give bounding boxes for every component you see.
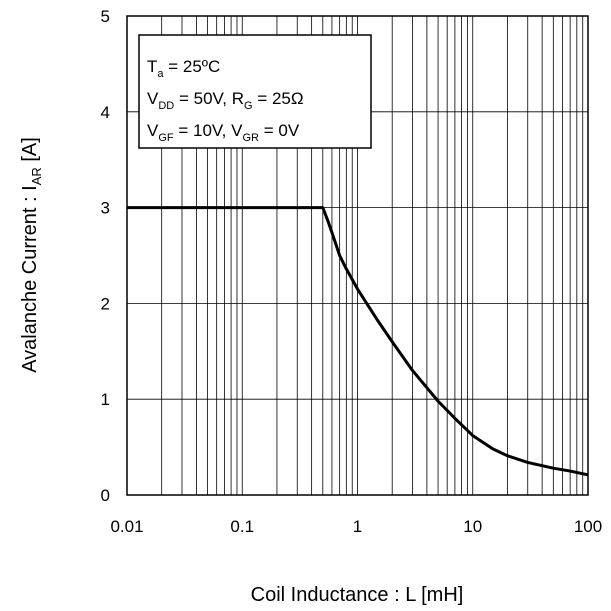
condition-vdd-rg: VDD = 50V, RG = 25Ω: [147, 89, 304, 112]
x-axis-label: Coil Inductance : L [mH]: [251, 584, 464, 606]
x-tick-label: 100: [574, 517, 602, 536]
y-tick-label: 3: [101, 199, 110, 218]
condition-vgf-vgr: VGF = 10V, VGR = 0V: [147, 121, 300, 144]
x-tick-label: 10: [463, 517, 482, 536]
y-tick-label: 0: [101, 486, 110, 505]
plot-frame: [126, 15, 589, 496]
y-tick-label: 4: [101, 103, 110, 122]
x-tick-label: 0.01: [110, 517, 143, 536]
series-line-avalanche-current: [127, 206, 589, 477]
x-tick-labels: 0.01 0.1 1 10 100: [110, 517, 602, 536]
y-axis-label: Avalanche Current : IAR [A]: [19, 137, 44, 373]
y-tick-labels: 0 1 2 3 4 5: [101, 7, 110, 505]
y-tick-label: 1: [101, 390, 110, 409]
condition-ta: Ta = 25ºC: [147, 57, 220, 80]
x-tick-label: 0.1: [230, 517, 254, 536]
x-tick-label: 1: [353, 517, 362, 536]
y-tick-label: 5: [101, 7, 110, 26]
conditions-box: [138, 34, 372, 149]
y-tick-label: 2: [101, 294, 110, 313]
